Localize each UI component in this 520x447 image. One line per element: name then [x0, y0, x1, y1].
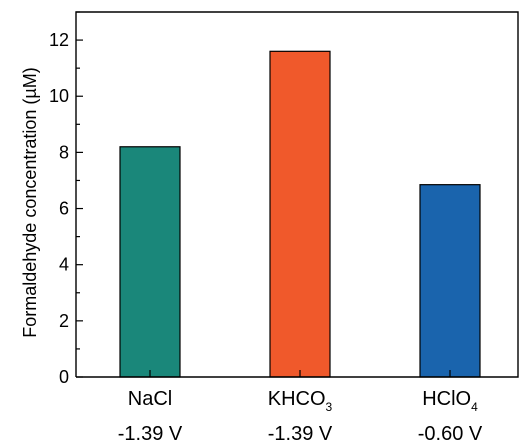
bar-nacl: [119, 146, 181, 378]
y-tick-label: 2: [59, 311, 69, 331]
y-tick-label: 10: [49, 86, 69, 106]
bars: [119, 50, 481, 378]
y-tick-label: 0: [59, 367, 69, 387]
category-label: NaCl: [128, 388, 172, 410]
y-axis-ticks: 0 2 4 6 8 10 12: [49, 11, 83, 387]
category-label: KHCO3: [268, 388, 333, 414]
y-tick-label: 6: [59, 199, 69, 219]
bar-hclo: [419, 184, 481, 378]
plot-frame: [75, 11, 519, 378]
bar-khco: [269, 50, 331, 378]
y-tick-label: 4: [59, 255, 69, 275]
voltage-label: -0.60 V: [418, 423, 483, 445]
y-tick-label: 8: [59, 142, 69, 162]
y-tick-label: 12: [49, 30, 69, 50]
x-axis-labels: NaCl -1.39 V KHCO3 -1.39 V HClO4 -0.60 V: [118, 370, 483, 445]
voltage-label: -1.39 V: [268, 423, 333, 445]
y-axis-label: Formaldehyde concentration (µM): [20, 67, 40, 337]
category-label: HClO4: [422, 388, 478, 414]
voltage-label: -1.39 V: [118, 423, 183, 445]
